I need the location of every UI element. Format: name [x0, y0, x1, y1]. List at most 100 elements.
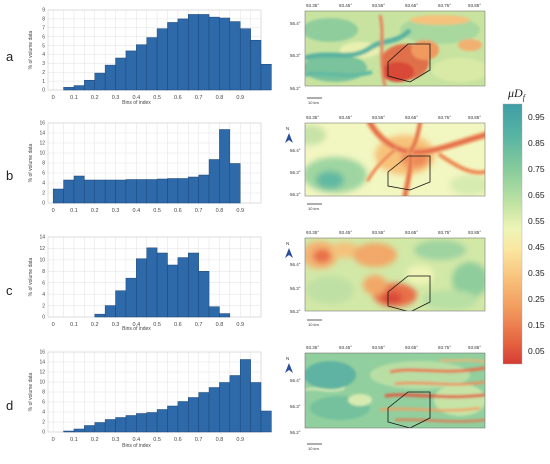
histogram-bar — [84, 179, 96, 204]
y-tick-label: 3 — [42, 61, 45, 67]
lon-tick: 93.35° — [306, 230, 319, 235]
histogram-bar — [167, 405, 179, 433]
histogram-bar — [239, 359, 251, 433]
histogram-bar — [73, 428, 85, 433]
y-tick-label: 5 — [42, 43, 45, 49]
north-label: N — [286, 126, 289, 131]
y-tick-label: 6 — [42, 400, 45, 406]
lon-tick: 93.85° — [468, 345, 481, 350]
x-tick-label: 0.3 — [112, 208, 120, 214]
x-tick-label: 0.1 — [70, 437, 78, 443]
colorbar-label: 0.05 — [528, 346, 545, 356]
north-label: N — [286, 241, 289, 246]
x-axis-label: Bins of index — [122, 443, 151, 449]
y-tick-label: 16 — [39, 350, 45, 356]
x-tick-label: 0.7 — [195, 208, 203, 214]
map-b-lon-ticks: 93.35° 93.45° 93.55° 93.65° 93.75° 93.85… — [306, 115, 481, 120]
x-axis-label: Bins of index — [122, 326, 151, 332]
x-tick-label: 0.6 — [174, 208, 182, 214]
histogram-bar — [250, 382, 262, 433]
x-tick-label: 0.2 — [91, 95, 99, 101]
histogram-bar — [167, 264, 179, 318]
lon-tick: 93.65° — [405, 345, 418, 350]
map-b-scale-bar: 10 km — [307, 203, 322, 211]
histogram-bar — [136, 413, 147, 433]
map-c: N — [285, 230, 486, 327]
histogram-bar — [84, 79, 96, 91]
histogram-bar — [177, 18, 189, 91]
y-tick-label: 8 — [42, 269, 45, 275]
lon-tick: 93.65° — [405, 115, 418, 120]
x-tick-label: 0.4 — [132, 322, 140, 328]
y-tick-label: 12 — [39, 141, 45, 147]
lat-tick: 56.4° — [290, 262, 301, 267]
lat-tick: 56.2° — [290, 430, 301, 435]
y-tick-label: 0 — [42, 315, 45, 321]
x-tick-label: 0.9 — [236, 95, 244, 101]
x-tick-label: 0 — [52, 437, 55, 443]
histogram-bar — [146, 412, 158, 433]
x-tick-label: 0 — [52, 95, 55, 101]
map-c-lon-ticks: 93.35° 93.45° 93.55° 93.65° 93.75° 93.85… — [306, 230, 481, 235]
histogram-bar — [136, 258, 147, 318]
y-tick-label: 8 — [42, 17, 45, 23]
y-tick-label: 0 — [42, 201, 45, 207]
histogram-bar — [250, 39, 262, 91]
map-d-scale-bar: 10 km — [307, 443, 322, 451]
y-tick-label: 1 — [42, 79, 45, 85]
x-tick-label: 0.4 — [132, 437, 140, 443]
colorbar-label: 0.95 — [528, 112, 545, 122]
y-tick-label: 6 — [42, 171, 45, 177]
x-tick-label: 0.2 — [91, 208, 99, 214]
colorbar-label: 0.55 — [528, 216, 545, 226]
map-b: N — [285, 115, 486, 211]
histogram-bar — [208, 306, 220, 318]
histogram-bar — [229, 375, 241, 433]
histogram-bar — [188, 176, 199, 204]
y-axis-label: % of volume data — [28, 257, 34, 296]
lon-tick: 93.85° — [468, 115, 481, 120]
x-tick-label: 0.8 — [216, 208, 224, 214]
histogram-bar — [125, 50, 137, 91]
histogram-bar — [94, 422, 106, 433]
north-arrow-icon — [285, 363, 293, 373]
histogram-bar — [208, 387, 220, 433]
colorbar-ramp — [502, 103, 523, 365]
map-a-lat-ticks: 56.4° 56.3° 56.2° — [290, 21, 301, 91]
lon-tick: 93.75° — [438, 115, 451, 120]
lon-tick: 93.65° — [405, 3, 418, 8]
histogram-bar — [156, 28, 168, 91]
histogram-bar — [63, 179, 75, 204]
histogram-bar — [146, 37, 158, 91]
histogram-bar — [63, 430, 75, 433]
histogram-bar — [73, 175, 85, 204]
x-tick-label: 0.1 — [70, 322, 78, 328]
histogram-bar — [208, 159, 220, 204]
y-axis-label: % of volume data — [28, 372, 34, 411]
map-d-lat-ticks: 56.4° 56.3° 56.2° — [290, 378, 301, 435]
x-tick-label: 0.4 — [132, 95, 140, 101]
north-arrow-icon — [285, 248, 293, 258]
histogram-bar — [115, 179, 127, 204]
map-a: 93.35° 93.45° 93.55° 93.65° 93.75° 93.85… — [290, 3, 486, 105]
y-tick-label: 8 — [42, 390, 45, 396]
histogram-bar — [208, 16, 220, 91]
histogram-bar — [104, 305, 116, 318]
histogram-bar — [177, 178, 189, 204]
colorbar-labels: 0.95 0.85 0.75 0.65 0.55 0.45 0.35 0.25 0.15 0.05 — [528, 112, 545, 356]
histogram-bar — [198, 392, 210, 433]
histogram-bar — [219, 129, 231, 204]
scale-label: 10 km — [308, 206, 320, 211]
histogram-bar — [219, 313, 231, 318]
colorbar-label: 0.75 — [528, 164, 545, 174]
histogram-bar — [94, 179, 106, 204]
lon-tick: 93.35° — [306, 115, 319, 120]
histogram-bar — [84, 425, 96, 433]
lon-tick: 93.45° — [339, 345, 352, 350]
histogram-bar — [146, 179, 158, 204]
x-tick-label: 0.1 — [70, 95, 78, 101]
x-tick-label: 0.8 — [216, 437, 224, 443]
colorbar-label: 0.15 — [528, 320, 545, 330]
y-tick-label: 10 — [39, 258, 45, 264]
